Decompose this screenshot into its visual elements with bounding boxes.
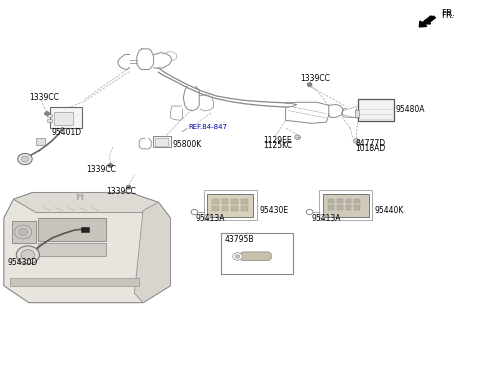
Bar bbox=[50, 107, 82, 128]
Polygon shape bbox=[4, 193, 170, 303]
Circle shape bbox=[14, 225, 32, 239]
Text: 1339CC: 1339CC bbox=[107, 186, 136, 196]
Text: REF.84-847: REF.84-847 bbox=[188, 124, 227, 130]
Text: 95440K: 95440K bbox=[374, 206, 404, 215]
Text: 1125KC: 1125KC bbox=[263, 141, 292, 150]
Circle shape bbox=[21, 156, 29, 162]
Circle shape bbox=[353, 139, 359, 143]
Bar bbox=[204, 190, 257, 220]
Circle shape bbox=[126, 185, 131, 189]
Bar bbox=[47, 119, 52, 122]
Text: 95401D: 95401D bbox=[52, 128, 82, 137]
Polygon shape bbox=[38, 243, 106, 256]
Bar bbox=[328, 199, 334, 203]
Circle shape bbox=[108, 164, 113, 167]
Circle shape bbox=[16, 246, 39, 264]
Text: 95430E: 95430E bbox=[259, 206, 288, 215]
Bar bbox=[221, 233, 293, 274]
Polygon shape bbox=[12, 221, 36, 243]
Bar bbox=[212, 206, 219, 211]
Text: 1018AD: 1018AD bbox=[355, 144, 385, 153]
Text: H: H bbox=[75, 193, 83, 202]
Bar bbox=[337, 205, 343, 210]
Polygon shape bbox=[134, 202, 170, 303]
Text: FR.: FR. bbox=[442, 9, 456, 18]
Circle shape bbox=[235, 255, 240, 258]
Bar bbox=[241, 206, 248, 211]
Circle shape bbox=[21, 250, 35, 260]
Circle shape bbox=[295, 135, 300, 139]
Bar bbox=[222, 199, 228, 204]
Text: 95480A: 95480A bbox=[395, 105, 424, 114]
Text: 95413A: 95413A bbox=[196, 214, 225, 223]
Circle shape bbox=[18, 228, 28, 236]
Bar bbox=[337, 199, 343, 203]
Bar bbox=[81, 227, 89, 232]
Text: 95430D: 95430D bbox=[7, 258, 37, 267]
Polygon shape bbox=[38, 218, 106, 241]
Bar bbox=[346, 199, 351, 203]
Bar bbox=[319, 190, 372, 220]
Circle shape bbox=[204, 214, 210, 219]
Text: 1339CC: 1339CC bbox=[86, 165, 116, 174]
Circle shape bbox=[306, 209, 313, 215]
Text: 84777D: 84777D bbox=[355, 139, 385, 148]
FancyArrow shape bbox=[420, 16, 433, 27]
FancyArrow shape bbox=[425, 16, 435, 24]
Circle shape bbox=[45, 112, 49, 115]
Bar bbox=[323, 194, 369, 217]
Text: 95800K: 95800K bbox=[173, 140, 202, 149]
Bar bbox=[328, 205, 334, 210]
Polygon shape bbox=[10, 278, 139, 286]
Bar bbox=[36, 138, 45, 145]
Bar bbox=[155, 138, 168, 146]
Circle shape bbox=[191, 209, 198, 215]
Bar bbox=[241, 199, 248, 204]
Bar bbox=[212, 199, 219, 204]
Text: 43795B: 43795B bbox=[225, 235, 254, 244]
Text: 1129EE: 1129EE bbox=[263, 136, 292, 145]
Circle shape bbox=[18, 153, 32, 165]
Text: FR.: FR. bbox=[441, 11, 454, 20]
Bar bbox=[231, 199, 238, 204]
Bar bbox=[354, 205, 360, 210]
Bar bbox=[358, 99, 394, 121]
Bar bbox=[207, 194, 253, 217]
Circle shape bbox=[307, 83, 312, 86]
Text: 95413A: 95413A bbox=[311, 214, 340, 223]
Text: 1339CC: 1339CC bbox=[300, 74, 330, 83]
Polygon shape bbox=[240, 252, 271, 261]
Bar bbox=[47, 114, 52, 117]
Bar bbox=[354, 199, 360, 203]
Bar bbox=[153, 136, 171, 147]
Bar bbox=[231, 206, 238, 211]
Bar bbox=[54, 112, 73, 125]
Circle shape bbox=[233, 253, 242, 260]
Polygon shape bbox=[13, 193, 170, 218]
Bar bbox=[355, 110, 359, 117]
Bar bbox=[222, 206, 228, 211]
Text: 1339CC: 1339CC bbox=[29, 93, 59, 102]
Bar bbox=[346, 205, 351, 210]
Circle shape bbox=[320, 214, 325, 219]
